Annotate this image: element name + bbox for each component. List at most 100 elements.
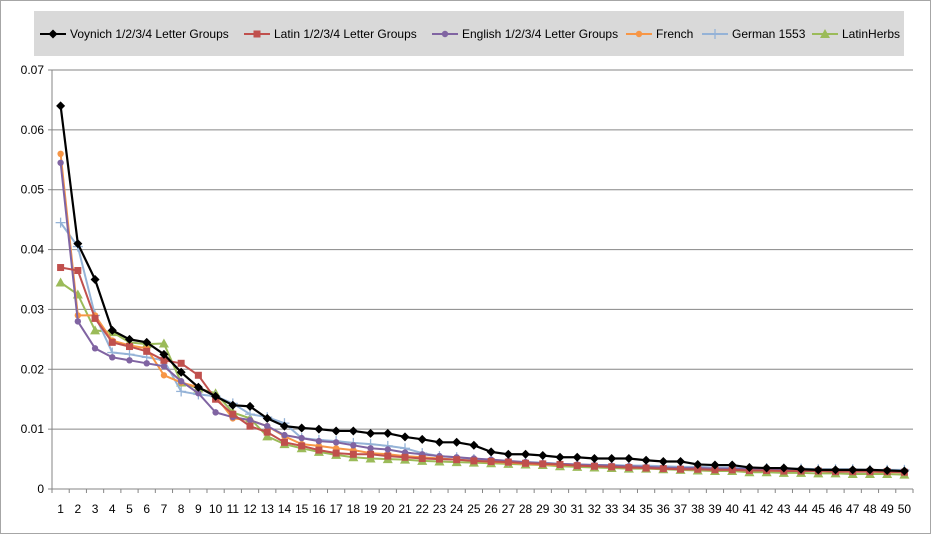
y-tick-label: 0 (37, 482, 44, 496)
x-tick-label: 26 (484, 502, 498, 516)
legend-marker (253, 30, 261, 38)
data-point (677, 465, 685, 473)
x-tick-label: 4 (109, 502, 116, 516)
data-point (694, 465, 702, 473)
x-tick-label: 5 (126, 502, 133, 516)
x-tick-label: 38 (691, 502, 705, 516)
x-tick-label: 34 (622, 502, 636, 516)
y-tick-label: 0.05 (21, 183, 45, 197)
data-point (143, 347, 151, 355)
series-line (59, 153, 905, 474)
x-tick-label: 42 (760, 502, 774, 516)
x-tick-label: 24 (450, 502, 464, 516)
data-point (538, 450, 548, 460)
data-point (160, 372, 168, 379)
data-point (160, 356, 168, 364)
data-point (91, 314, 99, 322)
x-tick-label: 49 (880, 502, 894, 516)
data-point (160, 363, 168, 370)
data-point (452, 437, 462, 447)
x-tick-label: 43 (777, 502, 791, 516)
data-point (401, 453, 409, 461)
legend: Voynich 1/2/3/4 Letter Groups Latin 1/2/3… (40, 27, 900, 41)
x-axis-ticks: 1 2 3 4 5 6 7 8 9 10 11 12 13 14 15 16 17 18 19 20 21 22 23 24 2… (51, 489, 914, 516)
data-point (573, 462, 581, 470)
series-0 (56, 101, 909, 476)
data-point (212, 409, 219, 416)
data-point (57, 264, 65, 272)
x-tick-label: 20 (381, 502, 395, 516)
data-point (74, 318, 82, 325)
data-point (365, 453, 376, 463)
data-point (90, 275, 100, 284)
y-tick-label: 0.06 (21, 123, 45, 137)
data-point (384, 446, 391, 453)
data-point (143, 360, 150, 367)
series-group (55, 101, 910, 479)
x-tick-label: 47 (846, 502, 860, 516)
data-point (211, 391, 221, 401)
legend-label: French (656, 27, 693, 41)
data-point (641, 455, 651, 465)
data-point (109, 354, 116, 361)
data-point (298, 442, 306, 450)
y-tick-label: 0.02 (21, 362, 45, 376)
data-point (229, 410, 237, 418)
data-point (262, 431, 273, 441)
x-tick-label: 37 (674, 502, 688, 516)
data-point (108, 338, 116, 346)
data-point (383, 428, 393, 438)
x-tick-label: 23 (433, 502, 447, 516)
y-tick-label: 0.03 (21, 302, 45, 316)
data-point (350, 442, 357, 449)
data-point (470, 457, 478, 465)
series-line (59, 105, 905, 473)
data-point (693, 459, 703, 469)
data-point (503, 449, 513, 459)
series-1 (57, 264, 908, 476)
data-point (126, 357, 133, 364)
data-point (245, 401, 255, 411)
legend-entry: French (626, 27, 693, 41)
series-4 (55, 217, 910, 475)
series-line (59, 162, 905, 473)
data-point (246, 422, 254, 430)
data-point (281, 431, 288, 439)
data-point (195, 390, 202, 397)
x-tick-label: 22 (416, 502, 430, 516)
x-tick-label: 7 (161, 502, 168, 516)
data-point (193, 382, 203, 392)
data-point (642, 464, 650, 472)
x-tick-label: 25 (467, 502, 481, 516)
legend-label: Voynich 1/2/3/4 Letter Groups (70, 27, 229, 41)
data-point (556, 460, 564, 468)
data-point (349, 450, 357, 458)
data-point (813, 465, 823, 475)
legend-marker (820, 29, 830, 38)
data-point (56, 101, 66, 111)
data-point (572, 452, 582, 462)
x-tick-label: 28 (519, 502, 533, 516)
x-tick-label: 31 (571, 502, 585, 516)
data-point (676, 456, 686, 466)
x-tick-label: 13 (261, 502, 275, 516)
data-point (263, 428, 271, 436)
data-point (297, 423, 307, 433)
x-tick-label: 41 (743, 502, 757, 516)
data-point (177, 359, 185, 367)
data-point (590, 462, 598, 470)
data-point (400, 432, 410, 442)
x-tick-label: 12 (243, 502, 257, 516)
y-tick-label: 0.01 (21, 422, 45, 436)
x-tick-label: 35 (639, 502, 653, 516)
data-point (539, 460, 547, 468)
y-tick-label: 0.07 (21, 63, 45, 77)
data-point (332, 439, 340, 446)
x-tick-label: 44 (794, 502, 808, 516)
x-tick-label: 39 (708, 502, 722, 516)
data-point (453, 456, 461, 464)
data-point (658, 456, 668, 466)
legend-entry: English 1/2/3/4 Letter Groups (432, 27, 618, 41)
legend-box (34, 11, 904, 56)
data-point (367, 450, 375, 458)
